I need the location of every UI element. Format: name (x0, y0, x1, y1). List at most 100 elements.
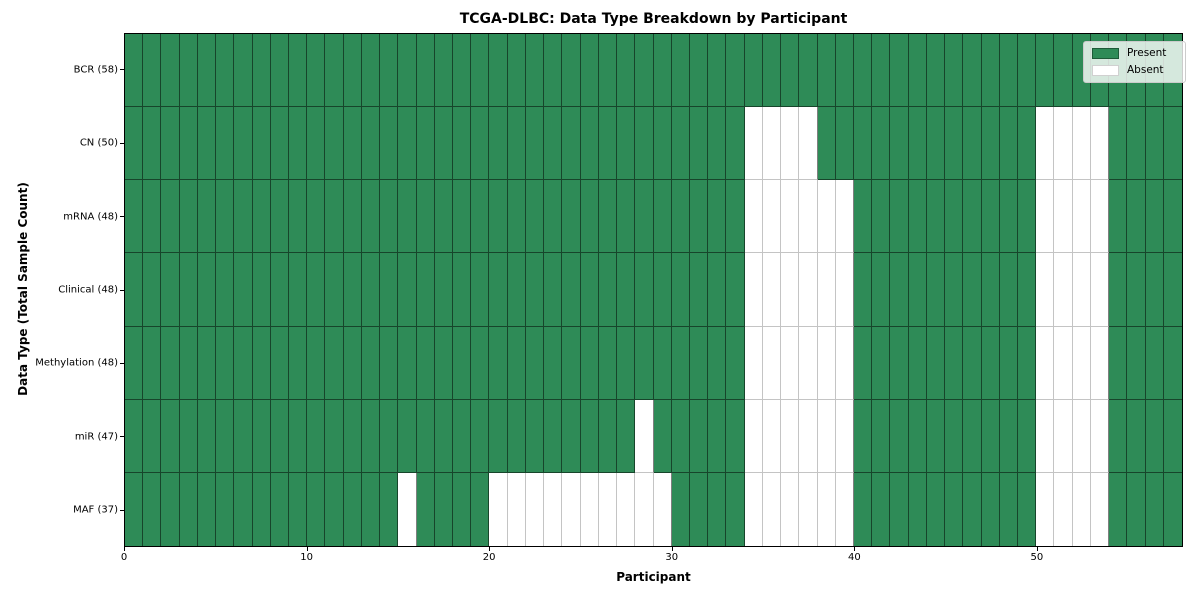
present-swatch-icon (1092, 48, 1119, 59)
heatmap-cell (361, 253, 381, 327)
heatmap-cell (598, 399, 618, 473)
heatmap-cell (999, 253, 1018, 327)
y-tick-mark (120, 362, 124, 364)
heatmap-cell (361, 107, 381, 181)
heatmap-cell (489, 180, 508, 254)
heatmap-cell (1036, 107, 1055, 181)
legend-label-absent: Absent (1127, 64, 1164, 76)
y-tick-label: BCR (58) (73, 64, 118, 76)
heatmap-cell (945, 34, 964, 108)
heatmap-cell (1145, 326, 1164, 400)
heatmap-cell (890, 107, 909, 181)
heatmap-cell (1090, 253, 1110, 327)
heatmap-cell (981, 180, 1000, 254)
heatmap-cell (525, 326, 545, 400)
heatmap-cell (835, 34, 854, 108)
heatmap-cell (598, 472, 618, 546)
heatmap-cell (726, 253, 745, 327)
heatmap-cell (945, 472, 964, 546)
heatmap-cell (307, 180, 326, 254)
heatmap-cell (197, 253, 217, 327)
heatmap-cell (708, 253, 727, 327)
heatmap-cell (1163, 253, 1182, 327)
heatmap-cell (216, 326, 235, 400)
heatmap-cell (216, 472, 235, 546)
heatmap-cell (398, 180, 417, 254)
heatmap-cell (981, 34, 1000, 108)
heatmap-cell (489, 253, 508, 327)
heatmap-cell (1127, 107, 1146, 181)
heatmap-cell (525, 399, 545, 473)
heatmap-cell (544, 399, 563, 473)
heatmap-cell (471, 180, 490, 254)
heatmap-cell (580, 399, 599, 473)
heatmap-cell (671, 472, 690, 546)
heatmap-cell (507, 326, 526, 400)
heatmap-cell (307, 326, 326, 400)
y-tick-label: Clinical (48) (58, 284, 118, 296)
heatmap-cell (598, 326, 618, 400)
heatmap-cell (544, 472, 563, 546)
heatmap-cell (1109, 399, 1128, 473)
heatmap-cell (125, 472, 144, 546)
x-tick-label: 0 (120, 552, 128, 563)
heatmap-cell (635, 326, 654, 400)
heatmap-cell (361, 399, 381, 473)
heatmap-cell (635, 472, 654, 546)
heatmap-cell (380, 253, 399, 327)
heatmap-cell (125, 180, 144, 254)
heatmap-cell (143, 34, 162, 108)
heatmap-cell (434, 326, 454, 400)
heatmap-cell (343, 326, 362, 400)
heatmap-cell (726, 107, 745, 181)
heatmap-cell (635, 399, 654, 473)
heatmap-cell (507, 34, 526, 108)
heatmap-cell (161, 34, 180, 108)
heatmap-cell (963, 253, 982, 327)
heatmap-cell (343, 180, 362, 254)
heatmap-cell (525, 180, 545, 254)
heatmap-cell (544, 107, 563, 181)
heatmap-cell (562, 326, 581, 400)
heatmap-cell (926, 34, 946, 108)
heatmap-cell (580, 472, 599, 546)
heatmap-cell (125, 253, 144, 327)
x-tick-mark (124, 547, 125, 551)
x-tick-mark (1036, 547, 1038, 551)
heatmap-cell (143, 326, 162, 400)
heatmap-cell (1072, 253, 1091, 327)
heatmap-cell (234, 472, 253, 546)
heatmap-cell (762, 399, 782, 473)
heatmap-cell (1072, 399, 1091, 473)
heatmap-cell (525, 253, 545, 327)
heatmap-cell (197, 34, 217, 108)
heatmap-cell (525, 34, 545, 108)
heatmap-cell (781, 34, 800, 108)
heatmap-cell (343, 399, 362, 473)
heatmap-cell (507, 399, 526, 473)
y-tick-label: CN (50) (79, 137, 118, 149)
heatmap-cell (853, 472, 873, 546)
heatmap-cell (635, 253, 654, 327)
heatmap-cell (416, 34, 435, 108)
heatmap-cell (853, 253, 873, 327)
heatmap-cell (963, 34, 982, 108)
heatmap-cell (544, 253, 563, 327)
heatmap-cell (1163, 107, 1182, 181)
heatmap-cell (325, 399, 344, 473)
heatmap-cell (744, 107, 763, 181)
heatmap-cell (762, 472, 782, 546)
y-tick-mark (120, 509, 124, 511)
heatmap-cell (161, 107, 180, 181)
heatmap-cell (471, 34, 490, 108)
heatmap-cell (234, 180, 253, 254)
heatmap-cell (361, 326, 381, 400)
y-tick-label: Methylation (48) (35, 357, 118, 369)
heatmap-cell (926, 399, 946, 473)
heatmap-cell (781, 326, 800, 400)
heatmap-cell (1145, 399, 1164, 473)
heatmap-cell (872, 180, 891, 254)
heatmap-cell (1036, 399, 1055, 473)
heatmap-cell (890, 472, 909, 546)
heatmap-cell (197, 326, 217, 400)
